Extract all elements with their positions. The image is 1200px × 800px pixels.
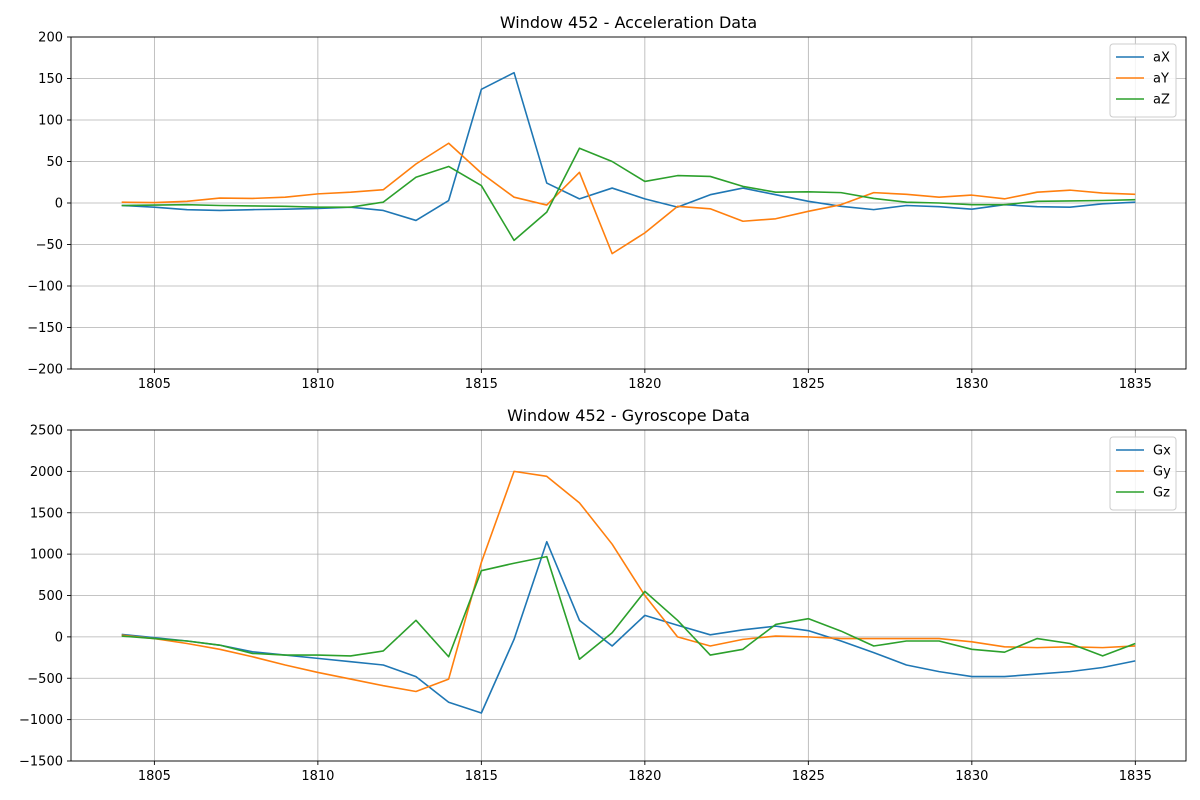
y-tick-label: 0 bbox=[55, 630, 63, 645]
x-tick-label: 1810 bbox=[301, 769, 334, 784]
x-tick-label: 1820 bbox=[628, 769, 661, 784]
gyroscope-chart: 1805 1810 1815 1820 1825 1830 1835 −1500 −1000 −5… bbox=[19, 406, 1187, 784]
series-line-gz bbox=[121, 555, 1136, 661]
y-tick-label: 2500 bbox=[30, 424, 63, 439]
legend-label-gz: Gz bbox=[1153, 486, 1170, 501]
legend-label-ay: aY bbox=[1153, 72, 1169, 87]
series-line-gy bbox=[121, 470, 1136, 693]
y-tick-label: −200 bbox=[27, 363, 63, 378]
acceleration-chart: 1805 1810 1815 1820 1825 1830 1835 −200 −150 −100… bbox=[27, 13, 1187, 392]
x-tick-label: 1805 bbox=[138, 377, 171, 392]
y-tick-label: −500 bbox=[27, 672, 63, 687]
y-tick-label: −1500 bbox=[19, 755, 63, 770]
series-line-ax bbox=[121, 71, 1136, 222]
x-tick-label: 1825 bbox=[792, 769, 825, 784]
y-tick-label: 1000 bbox=[30, 548, 63, 563]
series-line-az bbox=[121, 147, 1136, 242]
legend: Gx Gy Gz bbox=[1109, 436, 1177, 511]
chart-title: Window 452 - Acceleration Data bbox=[500, 13, 757, 32]
x-tick-label: 1805 bbox=[138, 769, 171, 784]
y-tick-label: 2000 bbox=[30, 465, 63, 480]
y-tick-label: 500 bbox=[38, 589, 63, 604]
y-tick-label: 200 bbox=[38, 31, 63, 46]
y-tick-label: −100 bbox=[27, 280, 63, 295]
legend-label-az: aZ bbox=[1153, 93, 1170, 108]
y-tick-label: 150 bbox=[38, 72, 63, 87]
x-tick-label: 1825 bbox=[792, 377, 825, 392]
x-tick-label: 1835 bbox=[1119, 377, 1152, 392]
series-line-ay bbox=[121, 142, 1136, 255]
y-tick-label: −150 bbox=[27, 321, 63, 336]
y-tick-label: −50 bbox=[36, 238, 63, 253]
series-line-gx bbox=[121, 540, 1136, 714]
legend-label-gx: Gx bbox=[1153, 444, 1171, 459]
y-tick-label: 0 bbox=[55, 197, 63, 212]
x-tick-label: 1830 bbox=[955, 377, 988, 392]
legend: aX aY aZ bbox=[1109, 43, 1177, 118]
chart-title: Window 452 - Gyroscope Data bbox=[507, 406, 750, 425]
legend-label-gy: Gy bbox=[1153, 465, 1171, 480]
x-tick-label: 1810 bbox=[301, 377, 334, 392]
legend-label-ax: aX bbox=[1153, 51, 1170, 66]
x-tick-label: 1830 bbox=[955, 769, 988, 784]
x-tick-label: 1835 bbox=[1119, 769, 1152, 784]
x-tick-label: 1815 bbox=[465, 377, 498, 392]
y-tick-label: 50 bbox=[46, 155, 63, 170]
y-tick-label: 100 bbox=[38, 114, 63, 129]
y-tick-label: 1500 bbox=[30, 506, 63, 521]
y-tick-label: −1000 bbox=[19, 713, 63, 728]
x-tick-label: 1820 bbox=[628, 377, 661, 392]
x-tick-label: 1815 bbox=[465, 769, 498, 784]
